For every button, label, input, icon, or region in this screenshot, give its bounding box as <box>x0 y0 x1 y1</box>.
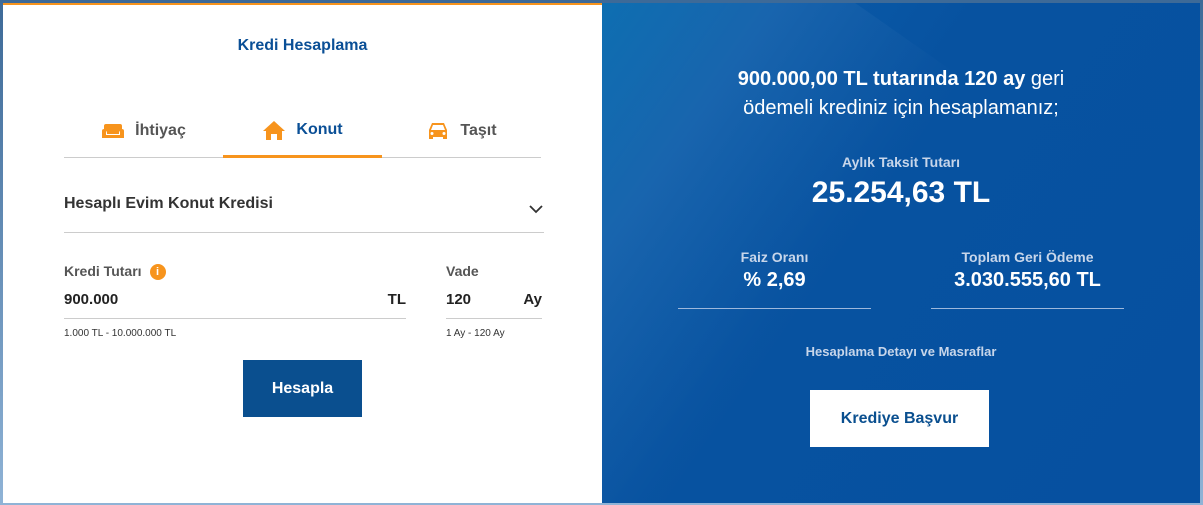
product-select[interactable]: Hesaplı Evim Konut Kredisi <box>64 195 544 233</box>
rate-label: Faiz Oranı <box>740 249 809 265</box>
term-unit: Ay <box>523 291 542 308</box>
calculator-panel: Kredi Hesaplama İhtiyaç Konut Taşıt Hesa… <box>3 3 602 503</box>
total-label: Toplam Geri Ödeme <box>961 249 1094 265</box>
tab-label: Konut <box>296 121 343 138</box>
monthly-label: Aylık Taksit Tutarı <box>842 154 960 170</box>
chevron-down-icon <box>529 205 543 214</box>
tab-label: İhtiyaç <box>135 122 186 139</box>
term-label: Vade <box>446 263 479 279</box>
tab-tasit[interactable]: Taşıt <box>382 115 541 157</box>
car-icon <box>429 123 448 139</box>
apply-button[interactable]: Krediye Başvur <box>810 390 989 447</box>
amount-hint: 1.000 TL - 10.000.000 TL <box>64 328 177 339</box>
amount-input[interactable]: 900.000 TL <box>64 291 406 319</box>
home-icon <box>263 121 286 140</box>
tab-ihtiyac[interactable]: İhtiyaç <box>64 115 223 157</box>
product-value: Hesaplı Evim Konut Kredisi <box>64 195 273 212</box>
term-hint: 1 Ay - 120 Ay <box>446 328 505 339</box>
rate-value: % 2,69 <box>743 269 806 291</box>
details-link[interactable]: Hesaplama Detayı ve Masraflar <box>805 344 997 359</box>
total-box: Toplam Geri Ödeme 3.030.555,60 TL <box>931 249 1124 309</box>
amount-unit: TL <box>387 291 406 308</box>
monthly-value: 25.254,63 TL <box>811 176 991 209</box>
result-headline: 900.000,00 TL tutarında 120 ay geri ödeme… <box>737 68 1065 119</box>
calculator-title: Kredi Hesaplama <box>237 37 368 54</box>
amount-label: Kredi Tutarı i <box>64 263 166 280</box>
rate-box: Faiz Oranı % 2,69 <box>678 249 871 309</box>
calculate-button[interactable]: Hesapla <box>243 360 362 417</box>
tab-label: Taşıt <box>460 122 497 139</box>
tab-konut[interactable]: Konut <box>223 115 382 158</box>
term-input[interactable]: 120 Ay <box>446 291 542 319</box>
loan-type-tabs: İhtiyaç Konut Taşıt <box>64 115 541 158</box>
total-value: 3.030.555,60 TL <box>954 269 1101 291</box>
info-icon[interactable]: i <box>149 264 166 280</box>
result-panel: 900.000,00 TL tutarında 120 ay geri ödeme… <box>602 3 1200 503</box>
sofa-icon <box>102 124 125 138</box>
